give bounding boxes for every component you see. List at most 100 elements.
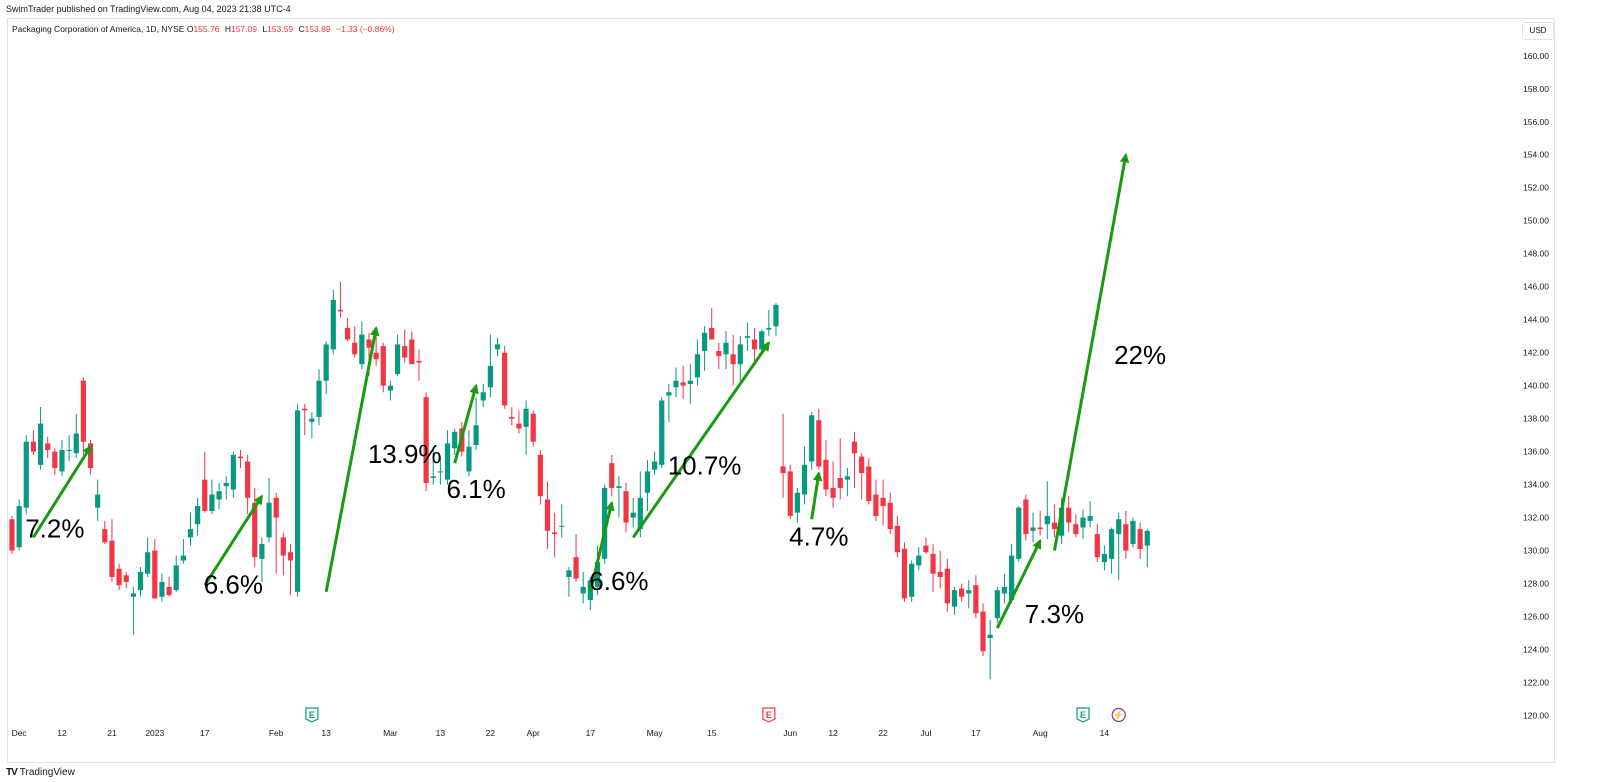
earnings-event-icon[interactable]: E [305,707,319,723]
candle-body [909,563,915,597]
candle-body [530,413,536,442]
candle-body [159,581,165,597]
y-tick-label: 124.00 [1523,645,1549,655]
candle-body [959,588,965,597]
candle [166,576,172,597]
candle-body [330,299,336,350]
candle-body [230,454,236,490]
y-tick-label: 130.00 [1523,546,1549,556]
gain-annotation: 10.7% [668,451,742,481]
candle [23,435,29,515]
candle [309,412,315,439]
candle [95,479,101,521]
candle-body [1037,527,1043,530]
y-axis[interactable]: 120.00 122.00 124.00 126.00 128.00 130.00 132.… [1523,51,1549,721]
x-tick-label: Mar [383,728,398,738]
candle [487,334,493,398]
candle-body [1144,530,1150,546]
x-tick-label: 13 [321,728,331,738]
candle [402,329,408,363]
candle-body [273,497,279,518]
tradingview-logo-icon: TV [6,767,18,778]
y-tick-label: 138.00 [1523,414,1549,424]
candle-body [544,499,551,531]
y-tick-label: 120.00 [1523,711,1549,721]
candle [352,326,358,358]
candle-body [801,464,808,495]
candle-body [152,550,158,599]
earnings-event-icon[interactable]: E [762,707,776,723]
candle-body [859,456,865,474]
candle [1009,543,1015,604]
candle [523,400,529,455]
candle [630,497,636,528]
x-tick-label: Jun [783,728,797,738]
candle-body [287,552,294,561]
candle [387,380,394,401]
x-axis[interactable]: Dec 12 21 2023 17 Feb 13 Mar 13 22 Apr 17 May 15 Jun 12… [12,728,1110,738]
candle-body [409,339,415,365]
candle-body [730,354,736,365]
candle [1037,510,1043,536]
candle-body [394,344,401,375]
candle [694,339,701,386]
candle [1130,517,1136,548]
event-symbol: E [766,710,772,720]
candle [559,504,565,538]
candle [1066,496,1072,533]
candle-body [195,506,201,525]
candle-body [344,327,351,340]
candle-body [787,471,793,516]
trend-arrow [324,326,380,593]
candle-body [751,339,758,350]
x-tick-label: 15 [707,728,717,738]
candle [237,449,244,469]
candle-body [466,446,472,472]
low-value: 153.59 [267,24,294,34]
trend-arrow [1052,152,1130,551]
earnings-event-icon[interactable]: E [1076,707,1090,723]
candle-body [237,456,244,459]
close-label: C [298,24,305,34]
candle [473,397,479,450]
candle [102,520,108,544]
candle [159,573,165,602]
candle [259,537,265,582]
candle [187,512,194,546]
high-label: H [224,24,231,34]
y-tick-label: 146.00 [1523,282,1549,292]
candle-body [873,494,879,516]
close-value: 153.89 [304,24,331,34]
candle [1116,512,1122,581]
candle-body [209,494,215,511]
y-tick-label: 156.00 [1523,117,1549,127]
event-symbol: E [1080,710,1086,720]
candle-body [316,380,322,417]
x-tick-label: May [647,728,664,738]
candle [73,413,79,459]
candle [330,289,336,355]
x-tick-label: 22 [486,728,496,738]
y-tick-label: 148.00 [1523,249,1549,259]
candle-body [823,459,829,490]
candle-body [673,380,679,388]
candle [223,476,229,500]
candle [602,484,608,564]
candle-body [366,339,372,348]
candle-body [652,461,658,470]
candle [1144,529,1150,568]
currency-badge[interactable]: USD [1522,22,1554,40]
symbol-name: Packaging Corporation of America, 1D, NY… [12,24,185,34]
tradingview-brand[interactable]: TV TradingView [6,767,75,778]
candle-body [666,392,672,396]
dividend-event-icon[interactable]: ⚡ [1111,707,1126,723]
candle [851,431,858,488]
open-value: 155.76 [193,24,220,34]
candle-body [430,476,436,479]
candle [45,436,51,459]
candle-body [180,555,186,561]
candle-body [359,334,365,365]
candle [52,448,58,475]
candle [323,341,329,394]
